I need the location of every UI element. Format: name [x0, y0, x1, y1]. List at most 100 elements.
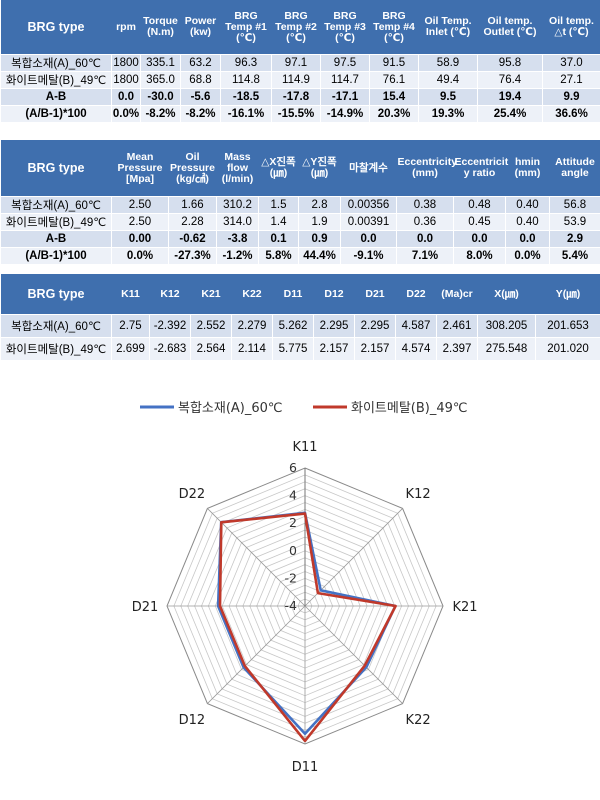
table-cell: -18.5 [220, 88, 272, 106]
table-cell: 36.6% [542, 105, 600, 123]
table-cell: 114.8 [220, 71, 272, 89]
legend-label: 화이트메탈(B)_49℃ [351, 401, 468, 416]
header-cell: Oil Temp. Inlet (℃) [418, 0, 478, 55]
table-cell: -1.2% [216, 247, 259, 265]
header-cell: K12 [149, 274, 191, 315]
header-cell: D11 [272, 274, 314, 315]
table-row: 복합소재(A)_60℃ 2.50 1.66 310.2 1.5 2.8 0.00356 0.3… [0, 196, 600, 214]
table-row: 화이트메탈(B)_49℃ 1800 365.0 68.8 114.8 114.9 114.7… [0, 71, 600, 89]
series-line [218, 512, 397, 743]
table-cell: 114.7 [320, 71, 370, 89]
table-cell: 0.48 [453, 196, 506, 214]
header-cell: Eccentricity (mm) [396, 140, 457, 197]
row-label: 복합소재(A)_60℃ [0, 54, 112, 72]
table-cell: 2.295 [354, 314, 396, 338]
table-cell: 5.4% [549, 247, 600, 265]
table-cell: 2.699 [111, 337, 150, 361]
table-cell: 5.262 [272, 314, 314, 338]
header-cell: BRG type [0, 140, 112, 197]
table-cell: 2.461 [436, 314, 478, 338]
table-cell: 27.1 [542, 71, 600, 89]
table-cell: -5.6 [180, 88, 221, 106]
row-label: 화이트메탈(B)_49℃ [0, 213, 112, 231]
tick-label: 6 [289, 460, 297, 475]
table-cell: -15.5% [271, 105, 321, 123]
table-cell: 2.50 [111, 213, 169, 231]
table-header-row: BRG type Mean Pressure [Mpa] Oil Pressur… [0, 140, 600, 197]
table-cell: 95.8 [477, 54, 543, 72]
table-cell: 1.9 [298, 213, 341, 231]
table-cell: -2.683 [149, 337, 191, 361]
table-cell: 0.00391 [340, 213, 397, 231]
chart-series [216, 511, 397, 743]
header-cell: hmin (mm) [505, 140, 550, 197]
table-cell: 0.0 [111, 88, 141, 106]
table-cell: 0.40 [505, 196, 550, 214]
table-cell: 19.3% [418, 105, 478, 123]
table-cell: -14.9% [320, 105, 370, 123]
table-cell: 0.38 [396, 196, 454, 214]
table-cell: 0.36 [396, 213, 454, 231]
table-cell: 2.552 [190, 314, 232, 338]
table-cell: 0.0 [340, 230, 397, 248]
table-cell: -2.392 [149, 314, 191, 338]
header-cell: D12 [313, 274, 355, 315]
table-row: (A/B-1)*100 0.0% -27.3% -1.2% 5.8% 44.4% -9.1%… [0, 247, 600, 265]
row-label: 화이트메탈(B)_49℃ [0, 337, 112, 361]
table-cell: 2.564 [190, 337, 232, 361]
row-label: 화이트메탈(B)_49℃ [0, 71, 112, 89]
header-cell: Mass flow (l/min) [216, 140, 259, 197]
table-cell: 2.279 [231, 314, 273, 338]
header-cell: K11 [111, 274, 150, 315]
category-label: D12 [179, 713, 206, 728]
table-cell: 97.5 [320, 54, 370, 72]
table-cell: 68.8 [180, 71, 221, 89]
table-row: A-B 0.0 -30.0 -5.6 -18.5 -17.8 -17.1 15.4 9.5 19.… [0, 88, 600, 106]
table-cell: 2.75 [111, 314, 150, 338]
table-cell: 0.0% [111, 247, 169, 265]
header-cell: △X진폭 (㎛) [258, 140, 299, 197]
table-cell: 4.574 [395, 337, 437, 361]
table-cell: 76.4 [477, 71, 543, 89]
table-cell: 5.775 [272, 337, 314, 361]
table-cell: 2.9 [549, 230, 600, 248]
table-cell: 7.1% [396, 247, 454, 265]
table-cell: 4.587 [395, 314, 437, 338]
table-cell: -8.2% [180, 105, 221, 123]
bearing-characteristics-table: BRG type Mean Pressure [Mpa] Oil Pressur… [0, 140, 600, 265]
header-cell: BRG Temp #2 (℃) [271, 0, 321, 55]
header-cell: Oil temp. Outlet (℃) [477, 0, 543, 55]
table-row: A-B 0.00 -0.62 -3.8 0.1 0.9 0.0 0.0 0.0 0.0 2.9 [0, 230, 600, 248]
table-cell: 0.0 [505, 230, 550, 248]
table-body: 복합소재(A)_60℃ 2.50 1.66 310.2 1.5 2.8 0.00356 0.3… [0, 196, 600, 265]
header-cell: BRG type [0, 0, 112, 55]
table-row: (A/B-1)*100 0.0% -8.2% -8.2% -16.1% -15.5% -14… [0, 105, 600, 123]
tick-label: 2 [289, 515, 297, 530]
table-cell: 8.0% [453, 247, 506, 265]
header-cell: BRG Temp #3 (℃) [320, 0, 370, 55]
header-cell: K22 [231, 274, 273, 315]
table-cell: -17.8 [271, 88, 321, 106]
table-cell: 2.397 [436, 337, 478, 361]
table-cell: 5.8% [258, 247, 299, 265]
table-cell: 56.8 [549, 196, 600, 214]
table-cell: 19.4 [477, 88, 543, 106]
table-cell: 0.00 [111, 230, 169, 248]
table-cell: 1800 [111, 54, 141, 72]
tick-label: -2 [285, 570, 297, 585]
table-cell: 201.020 [535, 337, 600, 361]
table-cell: 91.5 [369, 54, 419, 72]
table-cell: 0.40 [505, 213, 550, 231]
table-cell: 0.0% [111, 105, 141, 123]
table-cell: 53.9 [549, 213, 600, 231]
category-label: D21 [132, 600, 159, 615]
tick-label: -4 [285, 598, 298, 613]
dynamic-coefficients-table: BRG type K11 K12 K21 K22 D11 D12 D21 D22… [0, 274, 600, 361]
table-cell: 44.4% [298, 247, 341, 265]
table-cell: 0.0% [505, 247, 550, 265]
table-cell: -9.1% [340, 247, 397, 265]
table-cell: 310.2 [216, 196, 259, 214]
header-cell: BRG Temp #4 (℃) [369, 0, 419, 55]
row-label: 복합소재(A)_60℃ [0, 314, 112, 338]
table-body: 복합소재(A)_60℃ 1800 335.1 63.2 96.3 97.1 97.5 91.5… [0, 54, 600, 123]
